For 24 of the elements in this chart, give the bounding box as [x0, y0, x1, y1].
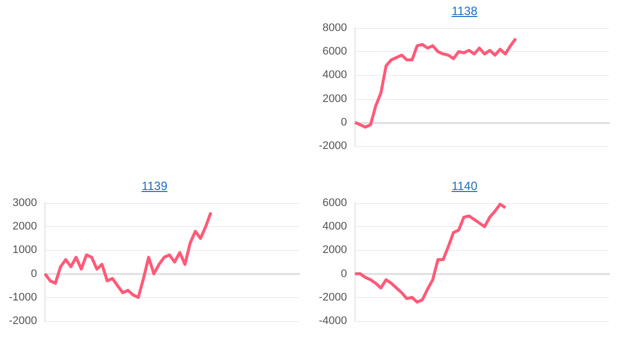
y-tick-label: -2000 — [318, 291, 347, 304]
chart-title: 1138 — [450, 4, 478, 18]
y-tick-label: 8000 — [322, 22, 347, 34]
y-tick-label: 2000 — [322, 92, 347, 105]
y-tick-label: 6000 — [322, 46, 347, 58]
y-tick-label: 4000 — [322, 69, 347, 82]
line-series — [354, 37, 518, 129]
y-tick-label: 2000 — [322, 244, 347, 256]
y-tick-label: 6000 — [322, 197, 347, 209]
y-tick-label: 4000 — [322, 220, 347, 233]
y-tick-label: -1000 — [8, 291, 37, 304]
y-tick-label: -2000 — [318, 140, 347, 152]
chart-title: 1139 — [140, 179, 168, 193]
y-tick-label: 2000 — [12, 220, 37, 233]
y-tick-label: 1000 — [12, 244, 37, 256]
line-series — [44, 210, 212, 299]
y-tick-label: -4000 — [318, 315, 347, 327]
y-tick-label: 3000 — [12, 197, 37, 209]
y-tick-label: 0 — [340, 268, 347, 280]
y-tick-label: 0 — [340, 116, 347, 128]
line-series — [354, 202, 507, 304]
y-tick-label: -2000 — [8, 315, 37, 327]
y-tick-label: 0 — [30, 268, 37, 280]
chart-title: 1140 — [450, 179, 478, 193]
